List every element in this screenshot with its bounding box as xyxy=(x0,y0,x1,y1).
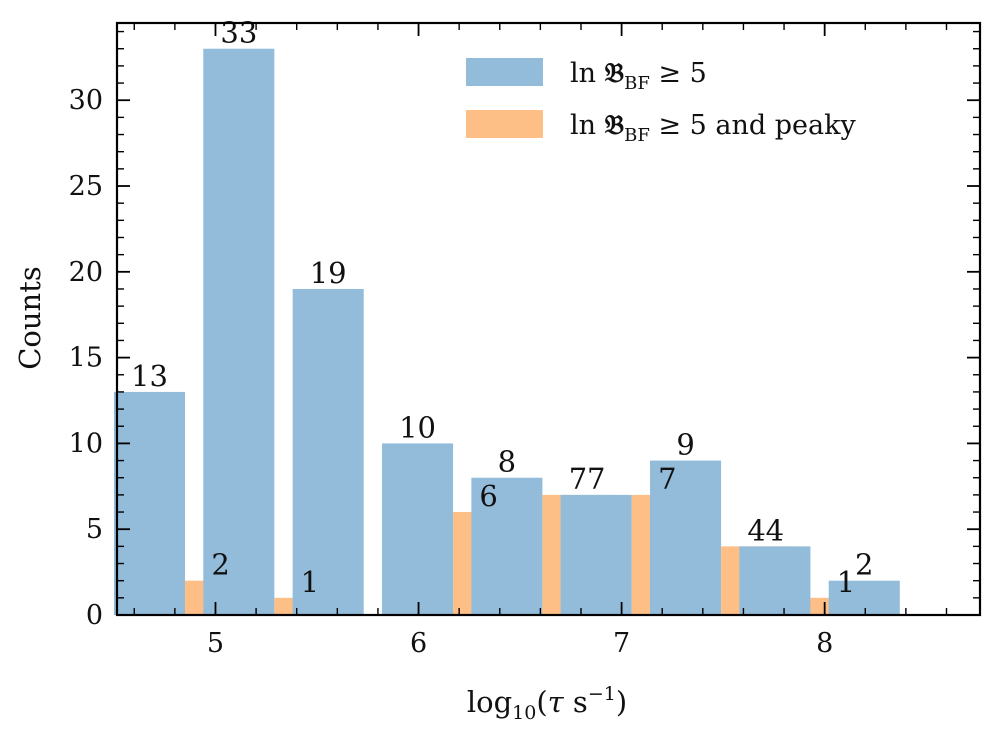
x-tick-label: 5 xyxy=(207,628,224,659)
data-label-series-2: 7 xyxy=(569,462,587,496)
legend-swatch-series-2 xyxy=(466,110,543,138)
legend: ln 𝔅BF ≥ 5 ln 𝔅BF ≥ 5 and peaky xyxy=(466,58,856,146)
x-tick-label: 6 xyxy=(410,628,427,659)
bar-series-1 xyxy=(560,494,632,615)
bar-series-1 xyxy=(292,288,364,615)
y-tick-label: 5 xyxy=(86,514,103,545)
y-tick-label: 20 xyxy=(69,257,103,288)
x-tick-label: 8 xyxy=(816,628,833,659)
data-label-series-2: 2 xyxy=(211,548,229,582)
y-tick-label: 10 xyxy=(69,428,103,459)
data-label-series-2: 7 xyxy=(658,462,676,496)
bar-series-1 xyxy=(113,391,186,615)
y-axis-title: Counts xyxy=(13,266,47,370)
data-label-series-1: 2 xyxy=(855,548,873,582)
data-label-series-2: 6 xyxy=(479,479,497,513)
x-tick-label: 7 xyxy=(613,628,630,659)
bar-series-1 xyxy=(471,477,543,615)
data-label-series-1: 13 xyxy=(131,359,168,393)
bars-layer xyxy=(113,48,900,615)
legend-label-series-1: ln 𝔅BF ≥ 5 xyxy=(570,58,707,94)
y-tick-label: 30 xyxy=(69,85,103,116)
y-tick-label: 0 xyxy=(86,600,103,631)
y-tick-label: 25 xyxy=(69,171,103,202)
x-axis-title: log10(τ s−1) xyxy=(467,683,627,724)
data-label-series-1: 8 xyxy=(498,445,516,479)
data-label-series-2: 1 xyxy=(837,565,855,599)
bar-series-1 xyxy=(739,546,811,615)
tick-labels-layer: 5 6 7 8 0 5 10 15 20 25 30 xyxy=(69,85,834,659)
data-label-series-1: 7 xyxy=(587,462,605,496)
plot-frame xyxy=(115,21,982,617)
data-label-series-1: 33 xyxy=(220,16,257,50)
legend-swatch-series-1 xyxy=(466,58,543,86)
ticks-layer xyxy=(117,23,980,616)
data-label-series-1: 9 xyxy=(676,428,694,462)
data-label-series-1: 19 xyxy=(310,256,347,290)
y-tick-label: 15 xyxy=(69,343,103,374)
data-label-series-2: 1 xyxy=(301,565,319,599)
data-label-series-1: 4 xyxy=(766,513,784,547)
bar-series-1 xyxy=(203,48,275,615)
bar-series-1 xyxy=(650,460,722,615)
bar-series-1 xyxy=(828,580,900,615)
bar-series-1 xyxy=(381,443,454,615)
data-label-series-2: 4 xyxy=(747,513,765,547)
legend-label-series-2: ln 𝔅BF ≥ 5 and peaky xyxy=(570,110,856,146)
data-label-series-1: 10 xyxy=(399,410,436,444)
